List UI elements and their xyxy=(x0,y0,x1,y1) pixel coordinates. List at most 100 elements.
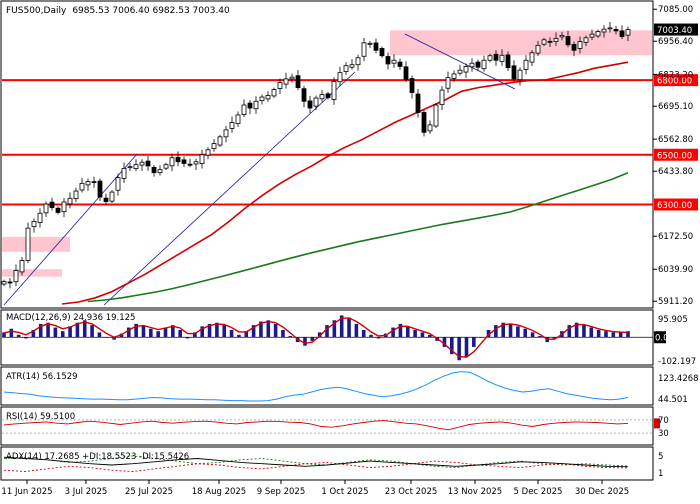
candle-body xyxy=(241,104,247,115)
macd-bar xyxy=(332,320,337,338)
price-tick-label: 6823.20 xyxy=(658,70,693,80)
macd-bar xyxy=(97,332,102,338)
macd-bar xyxy=(508,323,513,338)
candle-body xyxy=(139,161,145,166)
adx-tick-label: 5 xyxy=(658,452,663,462)
macd-bar xyxy=(200,326,205,338)
rsi-tick-label: 70 xyxy=(658,416,669,426)
candle-body xyxy=(445,77,451,89)
time-tick-label: 1 Oct 2025 xyxy=(321,487,368,497)
macd-tick-label: -102.197 xyxy=(658,357,696,367)
macd-bar xyxy=(369,334,373,338)
candle-body xyxy=(13,270,19,283)
candle-body xyxy=(505,54,511,69)
macd-bar xyxy=(472,337,476,347)
candle-body xyxy=(283,78,289,85)
candle-body xyxy=(73,190,79,200)
candle-body xyxy=(79,182,85,191)
resistance-zones xyxy=(2,30,652,277)
trend-line-lower xyxy=(3,153,138,306)
candle-body xyxy=(277,82,283,89)
candle-body xyxy=(253,100,259,110)
candle-body xyxy=(31,221,37,228)
macd-bar xyxy=(361,329,366,338)
time-tick-label: 3 Jul 2025 xyxy=(65,487,108,497)
candle-body xyxy=(607,27,613,30)
macd-bar xyxy=(567,325,572,338)
rsi-panel xyxy=(0,406,654,446)
candle-body xyxy=(367,42,373,45)
macd-bar xyxy=(134,323,138,338)
candle-body xyxy=(271,89,277,97)
candle-body xyxy=(181,159,187,164)
candle-body xyxy=(565,36,571,46)
macd-bar xyxy=(427,334,432,338)
macd-bar xyxy=(391,327,395,338)
macd-bar xyxy=(251,325,256,338)
rsi-line xyxy=(3,420,629,431)
candle-body xyxy=(19,260,25,273)
moving-averages xyxy=(61,61,629,305)
macd-bar xyxy=(38,323,43,338)
time-tick-label: 13 Nov 2025 xyxy=(448,487,502,497)
macd-bar xyxy=(215,322,219,338)
macd-bar xyxy=(523,328,528,338)
candle-body xyxy=(265,95,271,100)
candle-body xyxy=(1,281,7,285)
candle-body xyxy=(493,53,499,61)
macd-bar xyxy=(229,329,234,338)
price-axis: 6800.00 6500.00 6300.00 7085.00 6956.40 6823.… xyxy=(653,5,698,307)
candle-body xyxy=(487,55,493,61)
adx-line xyxy=(3,456,629,468)
candle-body xyxy=(313,97,319,107)
candle-body xyxy=(547,40,553,43)
macd-label: MACD(12,26,9) 24.936 19.125 xyxy=(6,313,135,323)
candle-body xyxy=(475,61,481,68)
macd-tick-label: 0.00 xyxy=(655,334,674,344)
candle-body xyxy=(559,34,565,38)
candle-body xyxy=(421,112,427,133)
candle-body xyxy=(523,59,529,70)
candle-body xyxy=(373,42,379,51)
macd-bar xyxy=(68,326,72,338)
current-price-label: 7003.40 xyxy=(657,26,692,36)
current-price-tag xyxy=(654,23,698,36)
candle-body xyxy=(355,57,361,66)
macd-bar xyxy=(530,332,535,338)
macd-bar xyxy=(127,327,131,338)
candle-body xyxy=(121,168,127,179)
candle-body xyxy=(289,76,295,80)
macd-bar xyxy=(207,323,212,338)
price-tick-label: 6695.10 xyxy=(658,102,693,112)
candle-body xyxy=(115,177,121,191)
atr-line xyxy=(3,371,629,402)
candle-body xyxy=(223,129,229,138)
macd-bar xyxy=(450,337,454,355)
macd-bar xyxy=(354,323,359,338)
price-tick-label: 6039.90 xyxy=(658,265,693,275)
time-axis: 11 Jun 2025 3 Jul 2025 25 Jul 2025 18 Aug 2… xyxy=(1,480,629,497)
macd-bar xyxy=(16,334,21,338)
macd-bar xyxy=(618,332,623,338)
time-tick-label: 9 Sep 2025 xyxy=(257,487,305,497)
macd-bar xyxy=(420,332,425,338)
candle-body xyxy=(109,191,115,202)
macd-bar xyxy=(9,328,14,338)
macd-bar xyxy=(479,337,483,338)
candle-body xyxy=(343,65,349,72)
macd-bar xyxy=(347,317,351,338)
macd-bar xyxy=(31,329,36,338)
candle-body xyxy=(529,52,535,63)
macd-bar xyxy=(626,331,630,338)
adx-tick-label: 1 xyxy=(658,469,663,479)
candle-body xyxy=(145,160,151,167)
macd-bar xyxy=(398,323,403,338)
candle-body xyxy=(511,65,517,80)
macd-bar xyxy=(266,320,271,338)
candle-body xyxy=(103,197,109,202)
candle-body xyxy=(361,42,367,57)
macd-bar xyxy=(413,329,417,338)
macd-bar xyxy=(582,325,586,338)
